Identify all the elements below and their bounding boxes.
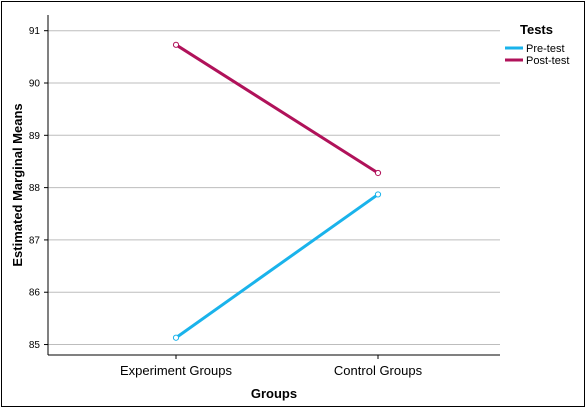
gridlines	[48, 30, 500, 346]
y-axis-ticks: 85 86 87 88 89 90 91	[29, 26, 48, 351]
y-tick-label: 86	[29, 288, 41, 299]
y-tick-label: 89	[29, 131, 41, 142]
data-point	[172, 334, 180, 341]
x-axis-ticks: Experiment Groups Control Groups	[120, 355, 423, 378]
y-axis-title: Estimated Marginal Means	[10, 103, 25, 266]
data-point	[172, 41, 180, 48]
y-tick-label: 88	[29, 183, 41, 194]
x-axis-title: Groups	[251, 386, 297, 401]
legend-label: Post-test	[526, 55, 569, 67]
y-tick-label: 87	[29, 235, 41, 246]
x-tick-label: Control Groups	[334, 363, 423, 378]
legend-label: Pre-test	[526, 43, 565, 55]
series-line-1	[174, 43, 380, 175]
y-tick-label: 85	[29, 340, 41, 351]
legend-title: Tests	[520, 22, 553, 37]
x-tick-label: Experiment Groups	[120, 363, 232, 378]
data-point	[374, 169, 382, 177]
series-lines	[172, 41, 382, 341]
series-line-0	[174, 192, 380, 340]
y-tick-label: 90	[29, 79, 41, 90]
y-tick-label: 91	[29, 26, 41, 37]
data-point	[374, 191, 382, 198]
